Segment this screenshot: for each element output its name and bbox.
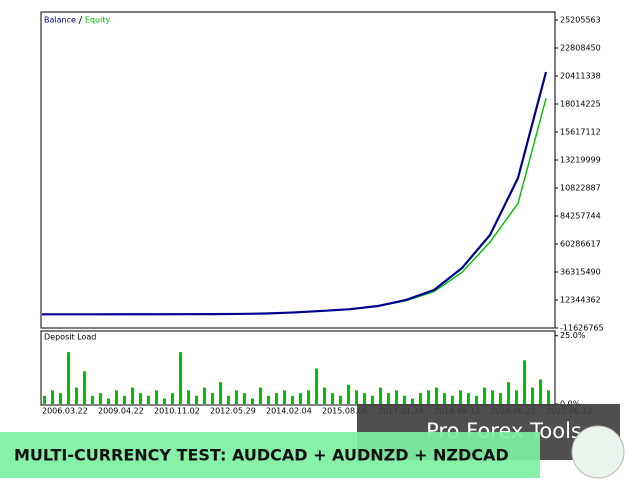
legend-entry: Balance [44,16,76,25]
y-tick-label: 15617112 [560,127,601,136]
bar [75,387,78,404]
x-tick-label: 2014.02.04 [266,407,312,416]
bar [339,395,342,404]
bar [427,390,430,404]
load-plot-frame [40,330,556,406]
bar [467,393,470,404]
bar [67,352,70,404]
bar [219,382,222,404]
bar [171,393,174,404]
y-tick-label: 60286617 [560,239,601,248]
y-tick-label: 13219999 [560,155,601,164]
bar [243,393,246,404]
bar [163,398,166,404]
bar [91,395,94,404]
series-line [42,71,548,316]
bar [187,390,190,404]
bar [115,390,118,404]
bar [99,393,102,404]
y-tick-label: 12344362 [560,295,601,304]
bar [235,390,238,404]
bar [59,393,62,404]
bar [83,371,86,404]
legend-separator [78,15,83,25]
bar [267,395,270,404]
bar [475,395,478,404]
bar [131,387,134,404]
bar [331,393,334,404]
bar [179,352,182,404]
y-tick-label: 25.0% [560,331,586,340]
logo [571,425,625,479]
y-tick-label: 10822887 [560,183,601,192]
y-tick-label: 22808450 [560,43,601,52]
bar [483,387,486,404]
bar [531,387,534,404]
y-tick-label: 18014225 [560,99,601,108]
bar [259,387,262,404]
bar [123,395,126,404]
banner-box [0,432,540,478]
y-tick-label: 25205563 [560,15,601,24]
y-tick-label: 36315490 [560,267,601,276]
bar [459,390,462,404]
bar [539,379,542,404]
bar [451,395,454,404]
y-tick-label: 20411338 [560,71,601,80]
bar [147,395,150,404]
bar [139,393,142,404]
bar [347,384,350,404]
bar [499,393,502,404]
bar [51,390,54,404]
y-tick-label: 84257744 [560,211,601,220]
bar [411,398,414,404]
bar [203,387,206,404]
x-tick-label: 2010.11.02 [154,407,200,416]
bar [363,393,366,404]
bar [371,395,374,404]
bar [299,393,302,404]
bar [435,387,438,404]
x-tick-label: 2015.08.06 [322,407,368,416]
bar [507,382,510,404]
x-tick-label: 2009.04.22 [98,407,144,416]
x-tick-label: 2006.03.22 [42,407,88,416]
bar [491,390,494,404]
bar [275,393,278,404]
bar [43,395,46,404]
bar [315,368,318,404]
bar [227,395,230,404]
bar [515,390,518,404]
bar [155,390,158,404]
bar [387,393,390,404]
bar [283,390,286,404]
bar [355,390,358,404]
legend-entry: Equity [85,16,111,25]
bar [419,393,422,404]
bar [307,390,310,404]
main-plot-frame [40,11,556,329]
bar [107,398,110,404]
bar [403,395,406,404]
bar [251,398,254,404]
bar [547,390,550,404]
panel-title: Deposit Load [44,333,96,342]
bar [195,395,198,404]
bar [443,393,446,404]
x-tick-label: 2012.05.29 [210,407,256,416]
bar [523,360,526,404]
y-tick-label: -11626765 [560,324,604,333]
bar [291,395,294,404]
bar [395,390,398,404]
banner-text: MULTI-CURRENCY TEST: AUDCAD + AUDNZD + N… [14,446,509,465]
bar [379,387,382,404]
bar [211,393,214,404]
bar [323,387,326,404]
